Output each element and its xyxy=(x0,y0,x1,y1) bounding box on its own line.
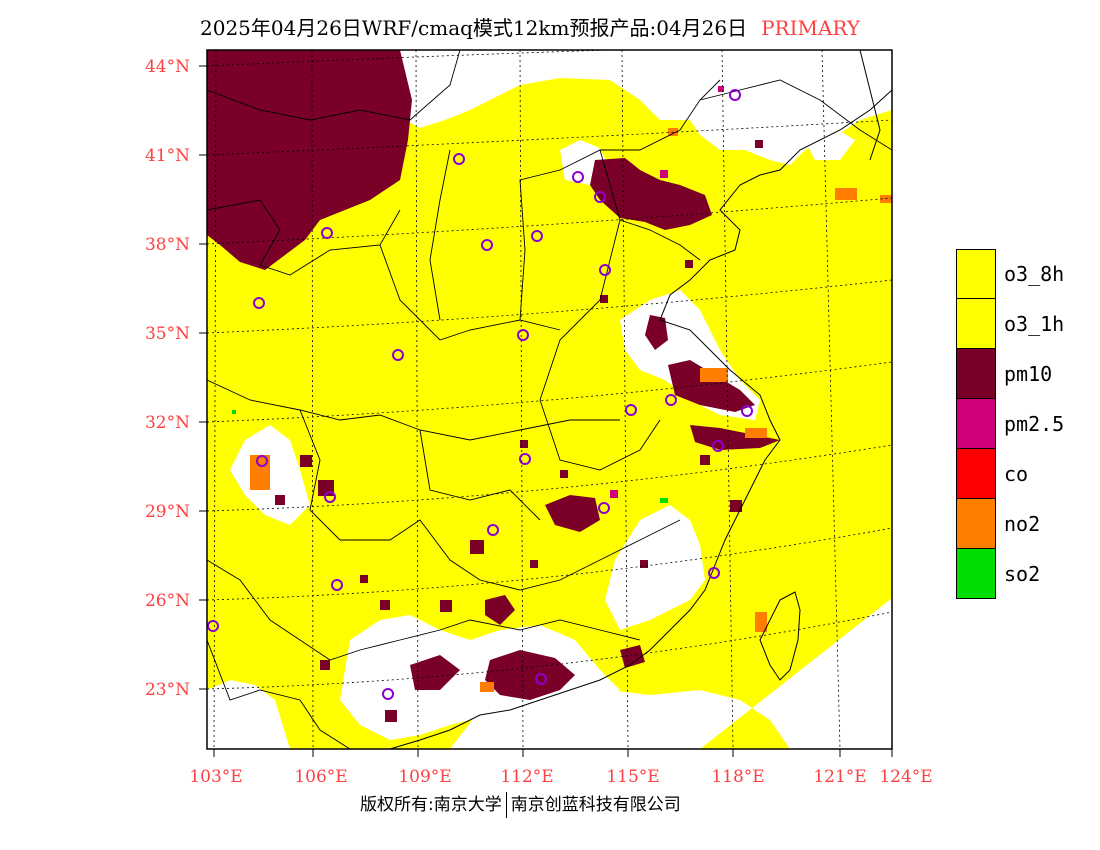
admin-borders xyxy=(207,50,892,749)
legend-label: so2 xyxy=(1004,562,1041,586)
legend-item: so2 xyxy=(956,549,1064,599)
lat-label-44: 44°N xyxy=(145,57,190,77)
lat-label-26: 26°N xyxy=(145,591,190,611)
legend-item: co xyxy=(956,449,1064,499)
legend-item: o3_1h xyxy=(956,299,1064,349)
lon-label-109: 109°E xyxy=(398,767,451,787)
coastline xyxy=(389,50,892,749)
so2-speckles xyxy=(232,410,668,503)
map-title: 2025年04月26日WRF/cmaq模式12km预报产品:04月26日 PRIM… xyxy=(200,12,860,41)
lon-label-121: 121°E xyxy=(813,767,866,787)
map-field xyxy=(207,50,892,749)
station-markers xyxy=(207,89,753,700)
footer-divider xyxy=(505,792,507,818)
lon-label-103: 103°E xyxy=(189,767,242,787)
footer: 版权所有:南京大学 南京创蓝科技有限公司 xyxy=(360,790,681,818)
legend-label: o3_8h xyxy=(1004,262,1065,286)
legend-swatch xyxy=(956,349,996,399)
axis-ticks xyxy=(199,65,893,757)
legend-swatch xyxy=(956,449,996,499)
legend-label: pm2.5 xyxy=(1004,412,1065,436)
copyright-text: 版权所有:南京大学 xyxy=(360,795,502,815)
lat-label-29: 29°N xyxy=(145,502,190,522)
primary-tag: PRIMARY xyxy=(761,16,861,40)
legend-item: pm2.5 xyxy=(956,399,1064,449)
legend-label: pm10 xyxy=(1004,362,1053,386)
legend-swatch xyxy=(956,299,996,349)
title-text: 2025年04月26日WRF/cmaq模式12km预报产品:04月26日 xyxy=(200,16,748,40)
lat-label-41: 41°N xyxy=(145,146,190,166)
legend-item: pm10 xyxy=(956,349,1064,399)
lon-label-112: 112°E xyxy=(500,767,553,787)
company-text: 南京创蓝科技有限公司 xyxy=(510,795,681,815)
lon-label-124: 124°E xyxy=(879,767,932,787)
lon-label-115: 115°E xyxy=(606,767,659,787)
lat-label-35: 35°N xyxy=(145,324,190,344)
lat-label-23: 23°N xyxy=(145,680,190,700)
lat-label-32: 32°N xyxy=(145,413,190,433)
legend-swatch xyxy=(956,399,996,449)
legend-item: o3_8h xyxy=(956,249,1064,299)
legend-label: o3_1h xyxy=(1004,312,1065,336)
latitude-labels: 44°N 41°N 38°N 35°N 32°N 29°N 26°N 23°N xyxy=(145,57,190,700)
pm25-speckles xyxy=(610,86,724,498)
legend-label: co xyxy=(1004,462,1029,486)
legend-swatch xyxy=(956,499,996,549)
lon-label-106: 106°E xyxy=(294,767,347,787)
legend-label: no2 xyxy=(1004,512,1041,536)
pollutant-legend: o3_8h o3_1h pm10 pm2.5 co no2 so2 xyxy=(956,249,1064,599)
legend-item: no2 xyxy=(956,499,1064,549)
graticule xyxy=(207,50,892,749)
lat-label-38: 38°N xyxy=(145,235,190,255)
lon-label-118: 118°E xyxy=(711,767,764,787)
longitude-labels: 103°E 106°E 109°E 112°E 115°E 118°E 121°… xyxy=(189,767,932,787)
legend-swatch xyxy=(956,249,996,299)
legend-swatch xyxy=(956,549,996,599)
map-frame xyxy=(206,49,893,750)
pm10-speckles xyxy=(275,60,763,722)
